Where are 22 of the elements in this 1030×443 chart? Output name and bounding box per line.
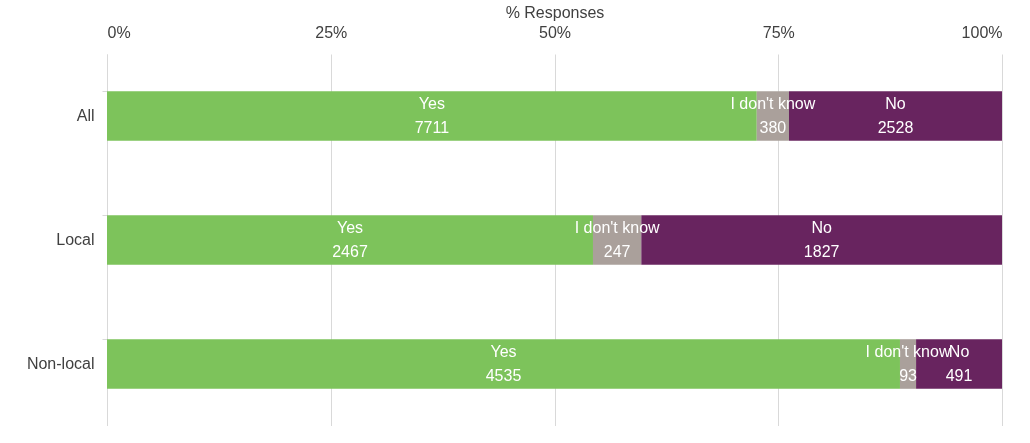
x-tick-label: 50%	[538, 23, 572, 41]
annotation: 491	[945, 367, 973, 384]
annotation: 7711	[414, 119, 450, 136]
x-axis-title: % Responses	[505, 3, 605, 21]
text: No	[811, 219, 832, 236]
annotation: 247	[603, 243, 631, 260]
annotation: 1827	[803, 243, 840, 260]
text: Yes	[336, 219, 364, 236]
annotation: 2467	[332, 243, 368, 260]
x-tick-label: 75%	[762, 23, 795, 41]
x-tick-label: 25%	[315, 23, 348, 41]
y-tick-label: All	[76, 107, 95, 124]
y-tick-label: Local	[56, 231, 95, 248]
annotation: 4535	[485, 367, 522, 384]
x-tick-label: 100%	[961, 23, 1003, 41]
x-tick-label: 0%	[107, 23, 131, 41]
y-tick-label: Non-local	[26, 355, 95, 372]
text: Yes	[490, 343, 517, 360]
annotation: 2528	[877, 119, 914, 136]
annotation: 380	[759, 119, 787, 136]
series-label: Yes	[418, 95, 445, 112]
series-label: No	[885, 95, 906, 112]
